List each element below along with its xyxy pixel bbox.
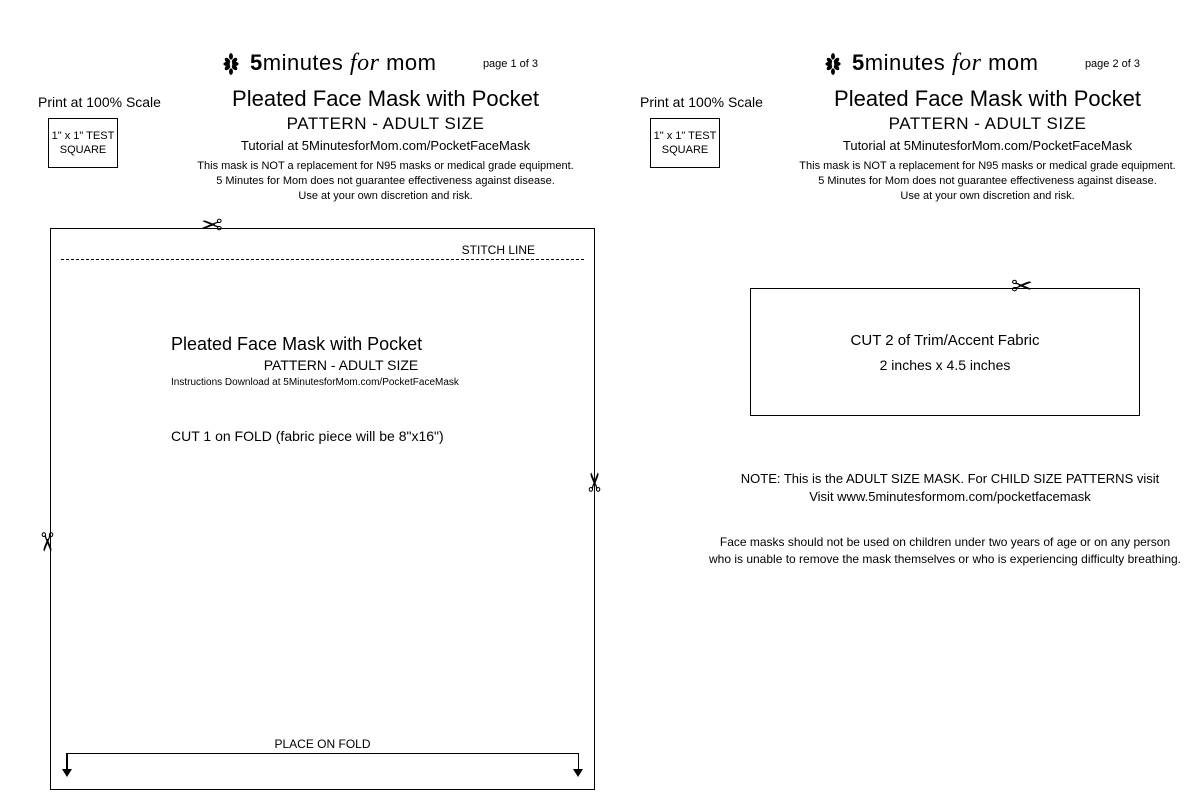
cut-instruction: CUT 1 on FOLD (fabric piece will be 8"x1… <box>171 428 511 444</box>
safety-warning: Face masks should not be used on childre… <box>680 534 1200 568</box>
disclaimer: This mask is NOT a replacement for N95 m… <box>188 159 583 204</box>
test-square-line2: SQUARE <box>49 143 117 157</box>
scissors-icon: ✂ <box>582 471 608 493</box>
page-subtitle: PATTERN - ADULT SIZE <box>790 114 1185 134</box>
inner-instructions: Instructions Download at 5MinutesforMom.… <box>171 377 511 388</box>
page-title: Pleated Face Mask with Pocket <box>188 86 583 112</box>
page-title: Pleated Face Mask with Pocket <box>790 86 1185 112</box>
tutorial-link-text: Tutorial at 5MinutesforMom.com/PocketFac… <box>790 138 1185 153</box>
cut-line-2: 2 inches x 4.5 inches <box>751 357 1139 373</box>
header-block: Pleated Face Mask with Pocket PATTERN - … <box>790 86 1185 204</box>
place-on-fold-label: PLACE ON FOLD <box>274 737 370 751</box>
inner-subtitle: PATTERN - ADULT SIZE <box>171 357 511 373</box>
size-note: NOTE: This is the ADULT SIZE MASK. For C… <box>710 470 1190 506</box>
brand-logo: 5minutes for mom <box>218 50 538 77</box>
pattern-inner-text: Pleated Face Mask with Pocket PATTERN - … <box>171 334 511 444</box>
test-square-line1: 1" x 1" TEST <box>651 129 719 143</box>
arrow-head-icon <box>573 769 583 777</box>
scissors-icon: ✂ <box>201 211 223 237</box>
stitch-line <box>61 259 584 260</box>
header-block: Pleated Face Mask with Pocket PATTERN - … <box>188 86 583 204</box>
place-on-fold: PLACE ON FOLD <box>66 735 579 771</box>
stitch-line-label: STITCH LINE <box>458 243 539 257</box>
test-square: 1" x 1" TEST SQUARE <box>650 118 720 168</box>
flower-icon <box>218 51 244 77</box>
pattern-piece-trim: ✂ CUT 2 of Trim/Accent Fabric 2 inches x… <box>750 288 1140 416</box>
brand-text: 5minutes for mom <box>250 50 436 77</box>
flower-icon <box>820 51 846 77</box>
print-scale-label: Print at 100% Scale <box>640 94 763 110</box>
brand-text: 5minutes for mom <box>852 50 1038 77</box>
cut-line-1: CUT 2 of Trim/Accent Fabric <box>751 332 1139 349</box>
pattern-piece-main: ✂ ✂ ✂ STITCH LINE Pleated Face Mask with… <box>50 228 595 790</box>
tutorial-link-text: Tutorial at 5MinutesforMom.com/PocketFac… <box>188 138 583 153</box>
fold-arrow <box>66 753 579 771</box>
page-subtitle: PATTERN - ADULT SIZE <box>188 114 583 134</box>
brand-logo: 5minutes for mom <box>820 50 1140 77</box>
disclaimer: This mask is NOT a replacement for N95 m… <box>790 159 1185 204</box>
print-scale-label: Print at 100% Scale <box>38 94 161 110</box>
scissors-icon: ✂ <box>34 531 60 553</box>
scissors-icon: ✂ <box>1011 273 1033 299</box>
arrow-head-icon <box>62 769 72 777</box>
test-square-line1: 1" x 1" TEST <box>49 129 117 143</box>
test-square-line2: SQUARE <box>651 143 719 157</box>
test-square: 1" x 1" TEST SQUARE <box>48 118 118 168</box>
inner-title: Pleated Face Mask with Pocket <box>171 334 511 355</box>
